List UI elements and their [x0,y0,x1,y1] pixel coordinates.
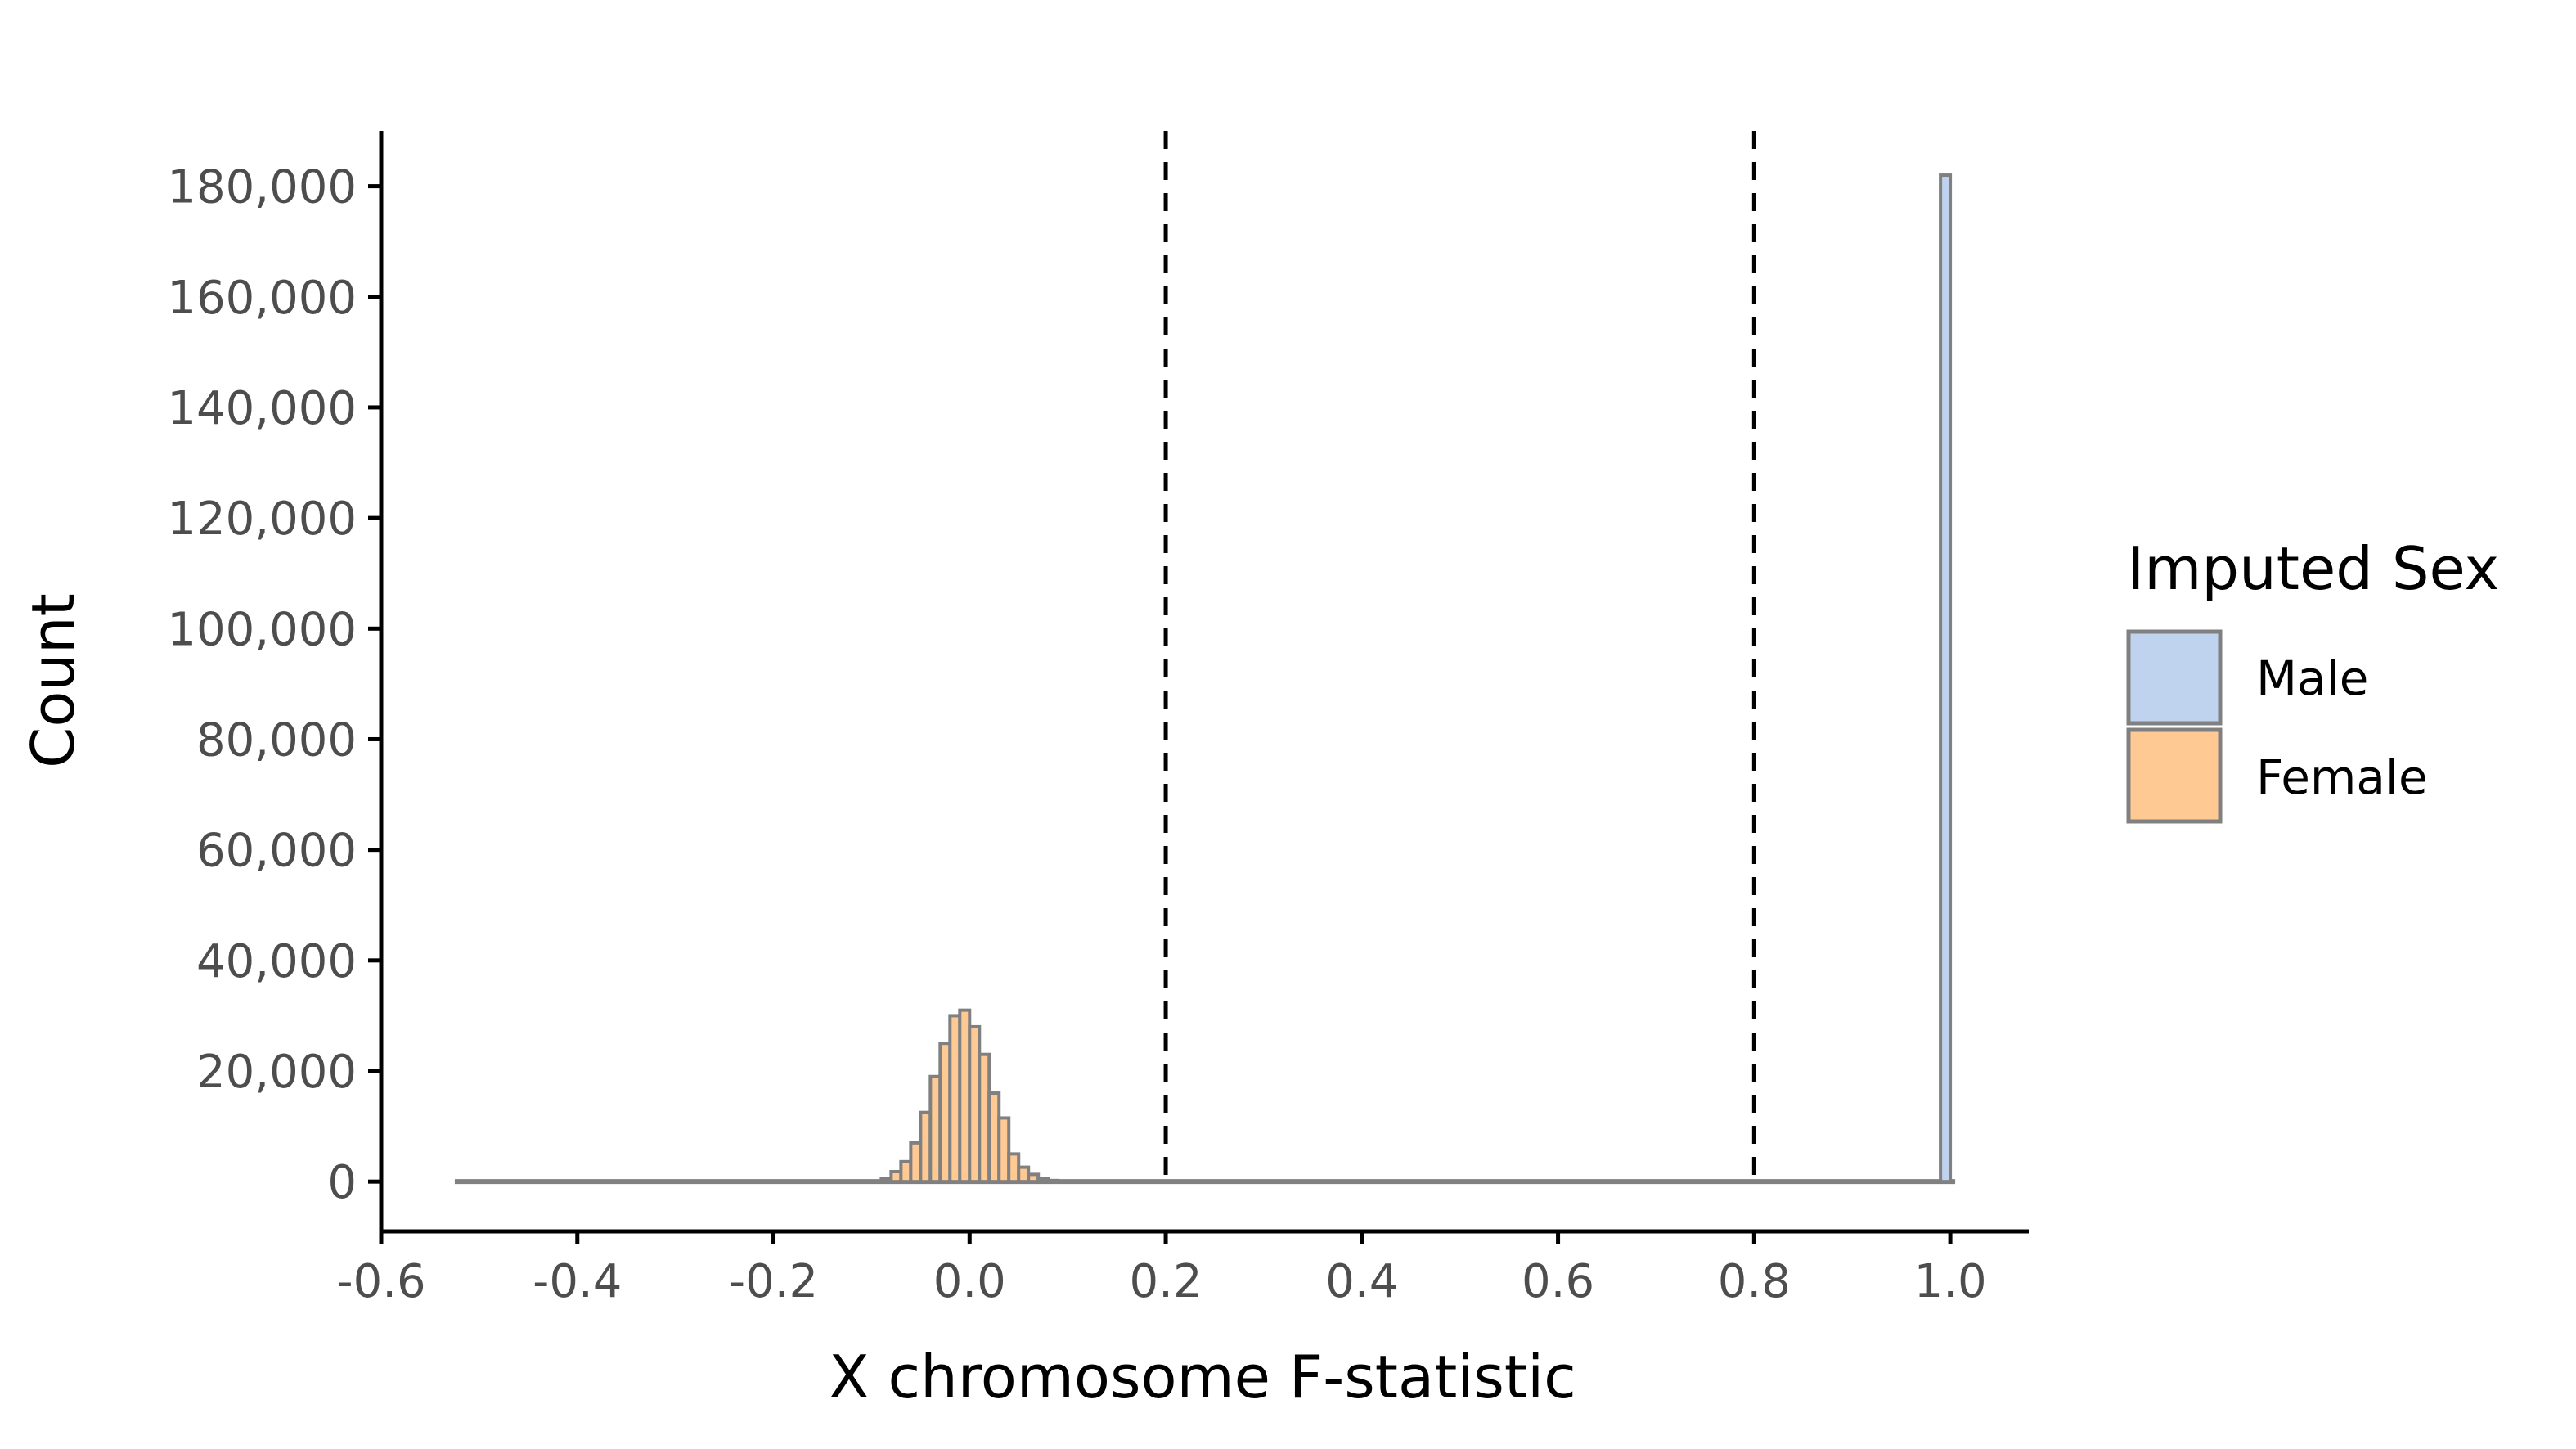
x-tick-label: -0.4 [533,1255,622,1308]
legend-label-female: Female [2256,749,2428,805]
x-tick-label: 1.0 [1914,1255,1987,1308]
y-tick-label: 120,000 [167,493,357,546]
y-tick-label: 20,000 [196,1046,357,1099]
axes [379,131,2029,1234]
bar-male [1939,173,1953,1184]
x-tick-label: -0.6 [336,1255,425,1308]
x-tick-label: 0.8 [1718,1255,1791,1308]
x-tick-label: 0.2 [1130,1255,1203,1308]
x-tick-label: 0.4 [1325,1255,1398,1308]
y-tick-label: 160,000 [167,272,357,325]
y-tick-label: 0 [327,1156,357,1209]
legend-swatch-male [2126,629,2223,726]
y-tick-label: 140,000 [167,382,357,435]
legend: Imputed Sex Male Female [2126,534,2499,824]
bar-female [997,1116,1011,1184]
y-tick-label: 100,000 [167,603,357,656]
y-tick-label: 80,000 [196,713,357,767]
legend-label-male: Male [2256,650,2368,706]
legend-title: Imputed Sex [2127,534,2499,603]
y-tick-label: 40,000 [196,935,357,988]
x-tick-label: -0.2 [729,1255,818,1308]
histogram-bars [454,173,1956,1185]
legend-swatch-female [2126,727,2223,824]
threshold-lines [1163,131,1756,1186]
x-tick-label: 0.0 [933,1255,1006,1308]
y-tick-label: 60,000 [196,825,357,878]
y-axis-title: Count [19,593,88,768]
x-tick-label: 0.6 [1522,1255,1594,1308]
y-tick-label: 180,000 [167,161,357,214]
axis-ticks: -0.6 -0.4 -0.2 0.0 0.2 0.4 0.6 0.8 1.0 0 20,000 40,… [167,161,1986,1308]
x-axis-title: X chromosome F-statistic [829,1343,1576,1411]
